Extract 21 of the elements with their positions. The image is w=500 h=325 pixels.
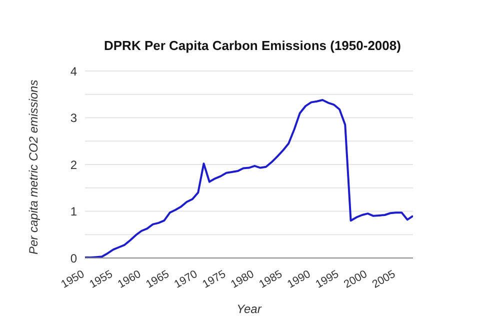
chart-title: DPRK Per Capita Carbon Emissions (1950-2008) bbox=[104, 38, 401, 53]
y-axis-title: Per capita metric CO2 emissions bbox=[26, 80, 40, 254]
y-tick-label: 0 bbox=[70, 251, 78, 266]
line-series bbox=[85, 98, 413, 258]
y-tick-label: 3 bbox=[70, 111, 78, 126]
x-tick-label: 1955 bbox=[88, 268, 115, 291]
x-tick-label: 1995 bbox=[314, 268, 341, 291]
x-tick-label: 2000 bbox=[342, 268, 370, 291]
x-tick-label: 1985 bbox=[257, 268, 284, 291]
x-tick-label: 2005 bbox=[370, 268, 398, 291]
x-tick-label: 1980 bbox=[228, 268, 256, 291]
x-axis-title: Year bbox=[236, 302, 262, 316]
x-tick-label: 1975 bbox=[200, 268, 228, 291]
x-tick-label: 1965 bbox=[144, 268, 172, 291]
x-tick-label: 1960 bbox=[116, 268, 144, 291]
x-tick-label: 1950 bbox=[59, 268, 86, 291]
x-tick-label: 1990 bbox=[286, 268, 313, 291]
y-tick-label: 2 bbox=[70, 158, 78, 172]
y-tick-label: 4 bbox=[70, 64, 78, 78]
x-tick-label: 1970 bbox=[172, 268, 200, 291]
y-tick-label: 1 bbox=[70, 204, 78, 219]
